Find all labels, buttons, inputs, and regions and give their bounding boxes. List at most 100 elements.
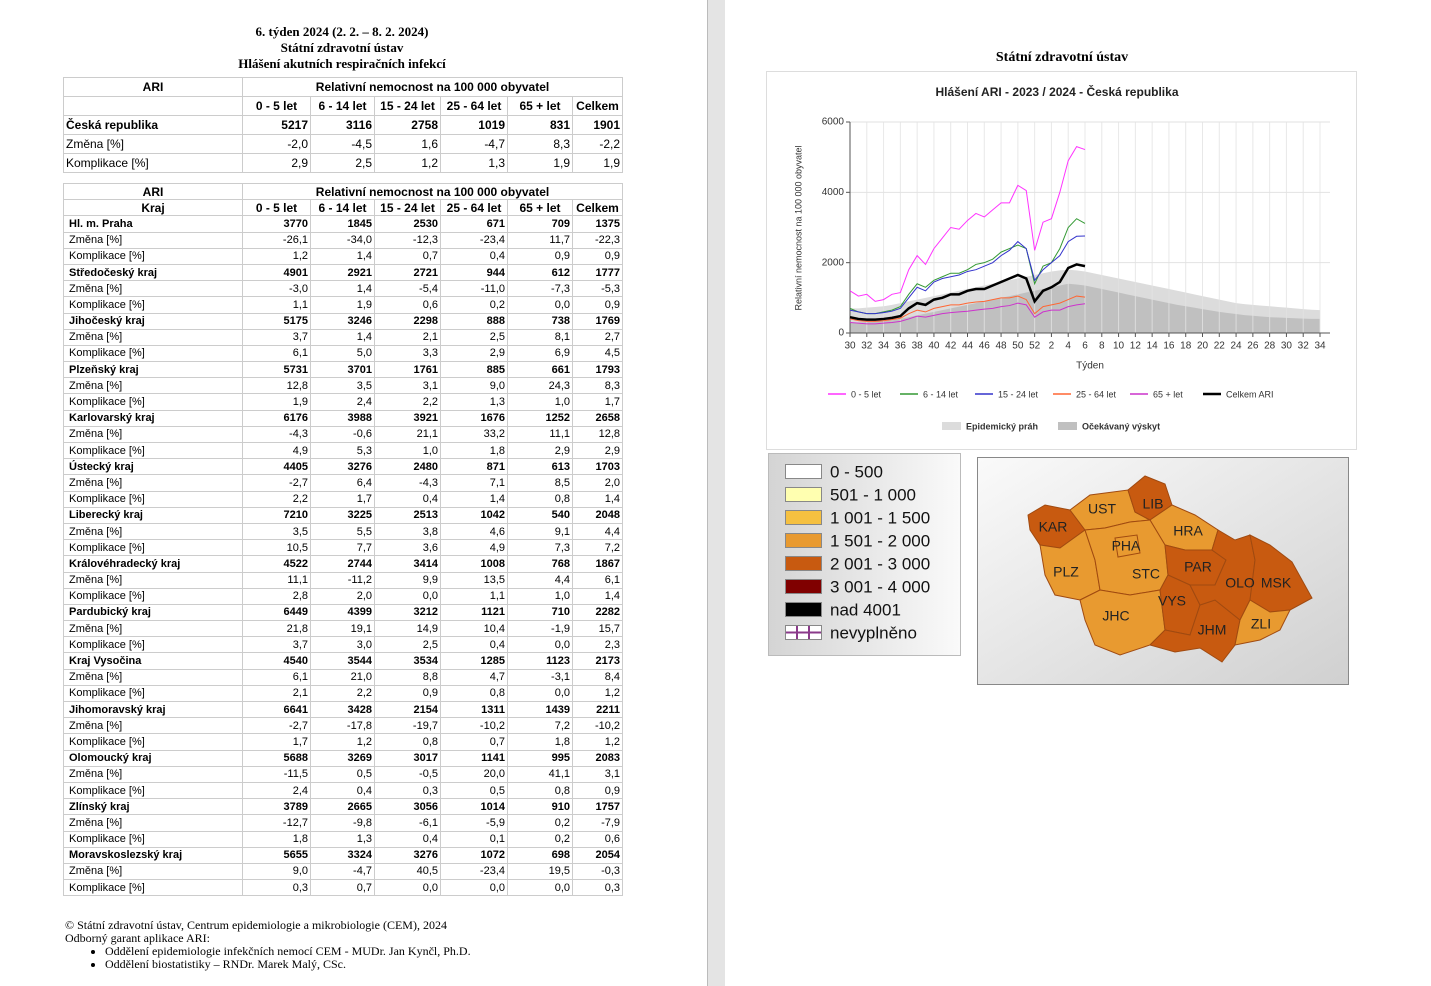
cell: 2,4: [310, 393, 375, 411]
row-label: Komplikace [%]: [63, 830, 243, 848]
cell: 40,5: [374, 862, 441, 881]
cell: 0,4: [374, 490, 441, 508]
cell: -5,3: [571, 280, 624, 298]
cell: 944: [440, 263, 508, 282]
cell: 6,9: [507, 344, 573, 363]
header-row: Kraj 0 - 5 let 6 - 14 let 15 - 24 let 25 - 6…: [63, 199, 624, 217]
row-label: Komplikace [%]: [63, 587, 243, 605]
cell: 3269: [310, 749, 375, 767]
row-label: Změna [%]: [63, 377, 243, 395]
legend-label: 1 001 - 1 500: [830, 508, 930, 527]
cell: 11,1: [242, 571, 311, 589]
row: Kraj Vysočina 4540 3544 3534 1285 1123 2173: [63, 652, 624, 670]
cell: 0,1: [440, 830, 508, 848]
cell: 1252: [507, 409, 573, 427]
cell: 1042: [440, 506, 508, 524]
cell: 1,2: [310, 733, 375, 751]
plot: 30 32 34 36 38 40 42 44 46 48 50 52 2 4 6 8 10 12 14 16 18 20…: [822, 117, 1330, 431]
footer-list: Oddělení epidemiologie infekčních nemocí…: [65, 945, 471, 971]
cell: 3,5: [242, 522, 311, 541]
row: Komplikace [%] 1,9 2,4 2,2 1,3 1,0 1,7: [63, 393, 624, 411]
table-summary: ARI Relativní nemocnost na 100 000 obyvat…: [63, 77, 624, 173]
cell: 4,9: [440, 539, 508, 557]
cell: 3,1: [374, 377, 441, 395]
cell: 910: [507, 798, 573, 816]
x-axis-label: Týden: [1076, 361, 1104, 372]
footer-line: Odborný garant aplikace ARI:: [65, 931, 210, 945]
column-header: Celkem: [571, 96, 624, 116]
legend-swatch: [785, 579, 822, 594]
cell: 2173: [571, 652, 624, 670]
row-label: Změna [%]: [63, 765, 243, 783]
cell: -4,7: [310, 862, 375, 881]
cell: 1,3: [310, 830, 375, 848]
row: Česká republika 5217 3116 2758 1019 831 1901: [63, 115, 624, 135]
table-regions: ARI Relativní nemocnost na 100 000 obyvat…: [63, 182, 624, 897]
cell: 3921: [374, 409, 441, 427]
cell: 4540: [242, 652, 311, 670]
row: Změna [%] 3,5 5,5 3,8 4,6 9,1 4,4: [63, 522, 624, 541]
cell: 885: [440, 361, 508, 379]
cell: 1,1: [242, 296, 311, 314]
cell: -19,7: [374, 717, 441, 735]
legend-label: 501 - 1 000: [830, 485, 916, 504]
cell: 661: [507, 361, 573, 379]
cell: 3770: [242, 215, 311, 233]
row: Změna [%] -26,1 -34,0 -12,3 -23,4 11,7 -22,3: [63, 231, 624, 249]
cell: -4,5: [310, 134, 375, 154]
cell: 995: [507, 749, 573, 767]
footer-line: © Státní zdravotní ústav, Centrum epidem…: [65, 918, 447, 932]
row: Jihomoravský kraj 6641 3428 2154 1311 1439 221…: [63, 700, 624, 719]
legend-swatch: [785, 602, 822, 617]
x-tick-label: 32: [1298, 341, 1310, 352]
row-label: Kraj Vysočina: [63, 652, 243, 670]
cell: 1,9: [507, 153, 573, 173]
cell: 2054: [571, 846, 624, 864]
corner: ARI: [63, 182, 243, 201]
cell: 3,7: [242, 636, 311, 654]
region-label: OLO: [1225, 575, 1255, 591]
row: Změna [%] -2,0 -4,5 1,6 -4,7 8,3 -2,2: [63, 134, 624, 154]
row: Změna [%] -12,7 -9,8 -6,1 -5,9 0,2 -7,9: [63, 814, 624, 832]
cell: 7,3: [507, 539, 573, 557]
cell: 2,5: [374, 636, 441, 654]
cell: 1901: [571, 115, 624, 135]
cell: -4,7: [440, 134, 508, 154]
row: Komplikace [%] 2,1 2,2 0,9 0,8 0,0 1,2: [63, 684, 624, 703]
cell: 4,9: [242, 441, 311, 460]
cell: 8,4: [571, 668, 624, 686]
row-label: Jihomoravský kraj: [63, 700, 243, 719]
row-label: Komplikace [%]: [63, 441, 243, 460]
cell: 1285: [440, 652, 508, 670]
cell: 2530: [374, 215, 441, 233]
cell: 1,7: [242, 733, 311, 751]
cell: 2211: [571, 700, 624, 719]
corner: ARI: [63, 77, 243, 97]
cell: 1439: [507, 700, 573, 719]
row-label: Česká republika: [63, 115, 243, 135]
row: Moravskoslezský kraj 5655 3324 3276 1072 698 2…: [63, 846, 624, 864]
cell: -7,3: [507, 280, 573, 298]
cell: 1676: [440, 409, 508, 427]
row-label: Jihočeský kraj: [63, 312, 243, 330]
cell: 8,5: [507, 474, 573, 492]
cell: 4901: [242, 263, 311, 282]
cell: 21,8: [242, 620, 311, 638]
cell: 1,2: [374, 153, 441, 173]
row-label: Královéhradecký kraj: [63, 555, 243, 573]
column-header: 65 + let: [507, 96, 573, 116]
cell: 2,2: [310, 684, 375, 703]
cell: 2,9: [507, 441, 573, 460]
cell: 0,3: [242, 879, 311, 897]
region-label: MSK: [1261, 575, 1292, 591]
cell: 0,0: [507, 296, 573, 314]
cell: -10,2: [440, 717, 508, 735]
x-tick-label: 30: [844, 341, 856, 352]
cell: 6,4: [310, 474, 375, 492]
x-tick-label: 8: [1099, 341, 1105, 352]
cell: 3276: [374, 846, 441, 864]
cell: 6449: [242, 603, 311, 622]
legend-label: 1 501 - 2 000: [830, 531, 930, 550]
row-label: Komplikace [%]: [63, 393, 243, 411]
cell: 2744: [310, 555, 375, 573]
